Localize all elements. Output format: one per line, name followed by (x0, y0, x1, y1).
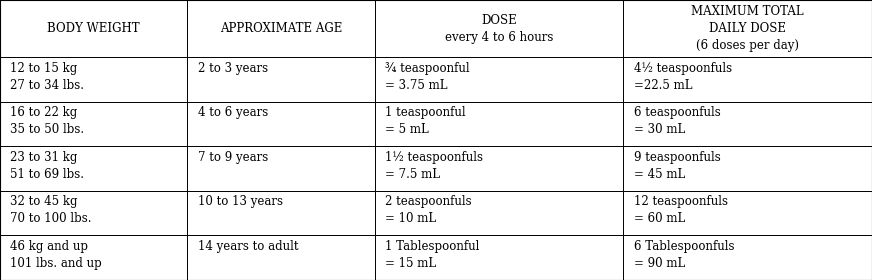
Bar (375, 235, 623, 280)
Text: MAXIMUM TOTAL
DAILY DOSE
(6 doses per day): MAXIMUM TOTAL DAILY DOSE (6 doses per da… (691, 5, 804, 52)
Text: 46 kg and up
101 lbs. and up: 46 kg and up 101 lbs. and up (10, 240, 102, 270)
Bar (187, 0, 375, 57)
Text: APPROXIMATE AGE: APPROXIMATE AGE (220, 22, 343, 35)
Bar (0, 235, 187, 280)
Text: 12 to 15 kg
27 to 34 lbs.: 12 to 15 kg 27 to 34 lbs. (10, 62, 85, 92)
Bar (0, 146, 187, 191)
Text: 1 teaspoonful
= 5 mL: 1 teaspoonful = 5 mL (385, 106, 466, 136)
Text: 1½ teaspoonfuls
= 7.5 mL: 1½ teaspoonfuls = 7.5 mL (385, 151, 483, 181)
Text: 23 to 31 kg
51 to 69 lbs.: 23 to 31 kg 51 to 69 lbs. (10, 151, 85, 181)
Bar (187, 235, 375, 280)
Bar (375, 102, 623, 146)
Text: 6 teaspoonfuls
= 30 mL: 6 teaspoonfuls = 30 mL (634, 106, 720, 136)
Text: 14 years to adult: 14 years to adult (198, 240, 298, 253)
Bar (623, 57, 872, 102)
Bar (623, 102, 872, 146)
Bar (623, 146, 872, 191)
Text: DOSE
every 4 to 6 hours: DOSE every 4 to 6 hours (445, 14, 554, 44)
Bar (0, 57, 187, 102)
Text: ¾ teaspoonful
= 3.75 mL: ¾ teaspoonful = 3.75 mL (385, 62, 470, 92)
Text: BODY WEIGHT: BODY WEIGHT (47, 22, 140, 35)
Text: 10 to 13 years: 10 to 13 years (198, 195, 283, 208)
Text: 9 teaspoonfuls
= 45 mL: 9 teaspoonfuls = 45 mL (634, 151, 720, 181)
Text: 2 teaspoonfuls
= 10 mL: 2 teaspoonfuls = 10 mL (385, 195, 472, 225)
Text: 6 Tablespoonfuls
= 90 mL: 6 Tablespoonfuls = 90 mL (634, 240, 734, 270)
Bar (623, 191, 872, 235)
Bar (0, 102, 187, 146)
Text: 2 to 3 years: 2 to 3 years (198, 62, 268, 75)
Text: 4½ teaspoonfuls
=22.5 mL: 4½ teaspoonfuls =22.5 mL (634, 62, 732, 92)
Bar (187, 191, 375, 235)
Text: 1 Tablespoonful
= 15 mL: 1 Tablespoonful = 15 mL (385, 240, 480, 270)
Bar (0, 191, 187, 235)
Bar (187, 57, 375, 102)
Bar (0, 0, 187, 57)
Bar (375, 0, 623, 57)
Text: 12 teaspoonfuls
= 60 mL: 12 teaspoonfuls = 60 mL (634, 195, 728, 225)
Bar (187, 102, 375, 146)
Text: 32 to 45 kg
70 to 100 lbs.: 32 to 45 kg 70 to 100 lbs. (10, 195, 92, 225)
Bar (375, 57, 623, 102)
Text: 7 to 9 years: 7 to 9 years (198, 151, 269, 164)
Bar (623, 0, 872, 57)
Text: 4 to 6 years: 4 to 6 years (198, 106, 269, 119)
Bar (187, 146, 375, 191)
Bar (623, 235, 872, 280)
Text: 16 to 22 kg
35 to 50 lbs.: 16 to 22 kg 35 to 50 lbs. (10, 106, 85, 136)
Bar (375, 191, 623, 235)
Bar (375, 146, 623, 191)
